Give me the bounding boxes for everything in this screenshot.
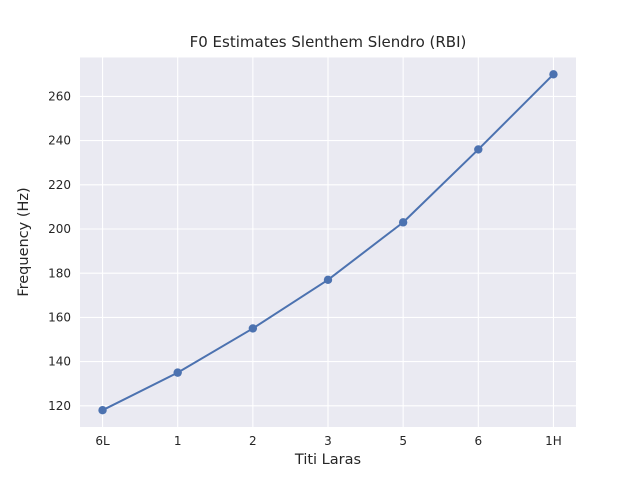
x-tick-label: 6	[474, 434, 482, 448]
y-tick-label: 260	[48, 89, 71, 103]
grid	[80, 57, 576, 427]
data-point	[323, 275, 333, 285]
x-tick-label: 5	[399, 434, 407, 448]
data-point	[248, 324, 258, 333]
x-tick-label: 1	[174, 434, 182, 448]
y-tick-label: 160	[48, 310, 71, 324]
x-axis-label: Titi Laras	[294, 452, 362, 468]
y-axis-label: Frequency (Hz)	[16, 187, 32, 297]
x-tick-label: 2	[249, 434, 257, 448]
y-tick-label: 120	[48, 399, 71, 413]
y-tick-label: 180	[48, 266, 71, 280]
y-tick-label: 220	[48, 178, 71, 192]
chart-title: F0 Estimates Slenthem Slendro (RBI)	[189, 33, 467, 51]
data-point	[549, 70, 558, 79]
y-tick-label: 240	[48, 134, 71, 148]
data-point	[474, 145, 483, 154]
data-point	[398, 218, 408, 227]
x-tick-label: 6L	[95, 434, 110, 448]
x-tick-label: 1H	[545, 434, 562, 448]
data-point	[173, 368, 182, 377]
data-point	[98, 406, 107, 415]
y-tick-label: 140	[48, 355, 71, 369]
y-tick-label: 200	[48, 222, 71, 236]
x-tick-label: 3	[324, 434, 332, 448]
